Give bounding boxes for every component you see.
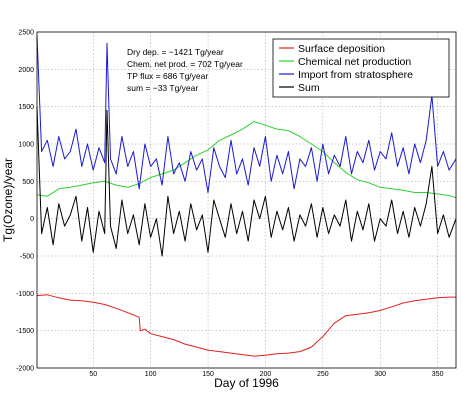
grid: [37, 32, 456, 368]
y-tick-label: -2000: [16, 366, 34, 373]
annotation-tp-flux: TP flux = 686 Tg/year: [127, 71, 208, 81]
series-lines: [36, 35, 457, 357]
y-tick-label: 500: [22, 179, 34, 186]
x-axis-label: Day of 1996: [214, 376, 279, 390]
series-line-sum: [36, 106, 457, 257]
legend-label-surface-deposition: Surface deposition: [298, 43, 385, 55]
y-tick-label: 0: [30, 216, 34, 223]
series-line-import-from-stratosphere: [36, 35, 457, 193]
x-tick-label: 50: [89, 371, 97, 378]
tick-labels: 50 100 150 200 250 300 350 -2000 -1500 -1000 -500 0…: [16, 30, 443, 379]
y-tick-label: 1500: [18, 104, 34, 111]
x-tick-label: 250: [317, 371, 329, 378]
legend: Surface deposition Chemical net producti…: [272, 38, 450, 98]
x-tick-label: 300: [374, 371, 386, 378]
series-line-surface-deposition: [36, 294, 456, 357]
x-tick-label: 150: [202, 371, 214, 378]
legend-label-sum: Sum: [298, 82, 320, 94]
legend-label-import-from-stratosphere: Import from stratosphere: [298, 69, 413, 81]
annotation-sum: sum = −33 Tg/year: [127, 83, 198, 93]
y-tick-label: -500: [20, 254, 34, 261]
annotation-block: Dry dep. = −1421 Tg/year Chem. net prod.…: [127, 47, 243, 93]
y-axis-label: Tg(Ozone)/year: [1, 158, 15, 242]
y-tick-label: 1000: [18, 142, 34, 149]
y-tick-label: -1500: [16, 328, 34, 335]
legend-label-chemical-net-production: Chemical net production: [298, 56, 411, 68]
series-line-chemical-net-production: [36, 121, 457, 199]
y-tick-label: 2500: [18, 30, 34, 37]
x-tick-label: 200: [260, 371, 272, 378]
annotation-dry-deposition: Dry dep. = −1421 Tg/year: [127, 47, 224, 57]
x-tick-label: 100: [145, 371, 157, 378]
x-tick-label: 350: [432, 371, 444, 378]
annotation-chemical-production: Chem. net prod. = 702 Tg/year: [127, 59, 243, 69]
y-tick-label: 2000: [18, 67, 34, 74]
legend-box: [272, 38, 450, 98]
y-tick-label: -1000: [16, 291, 34, 298]
plot-frame: [36, 31, 457, 369]
